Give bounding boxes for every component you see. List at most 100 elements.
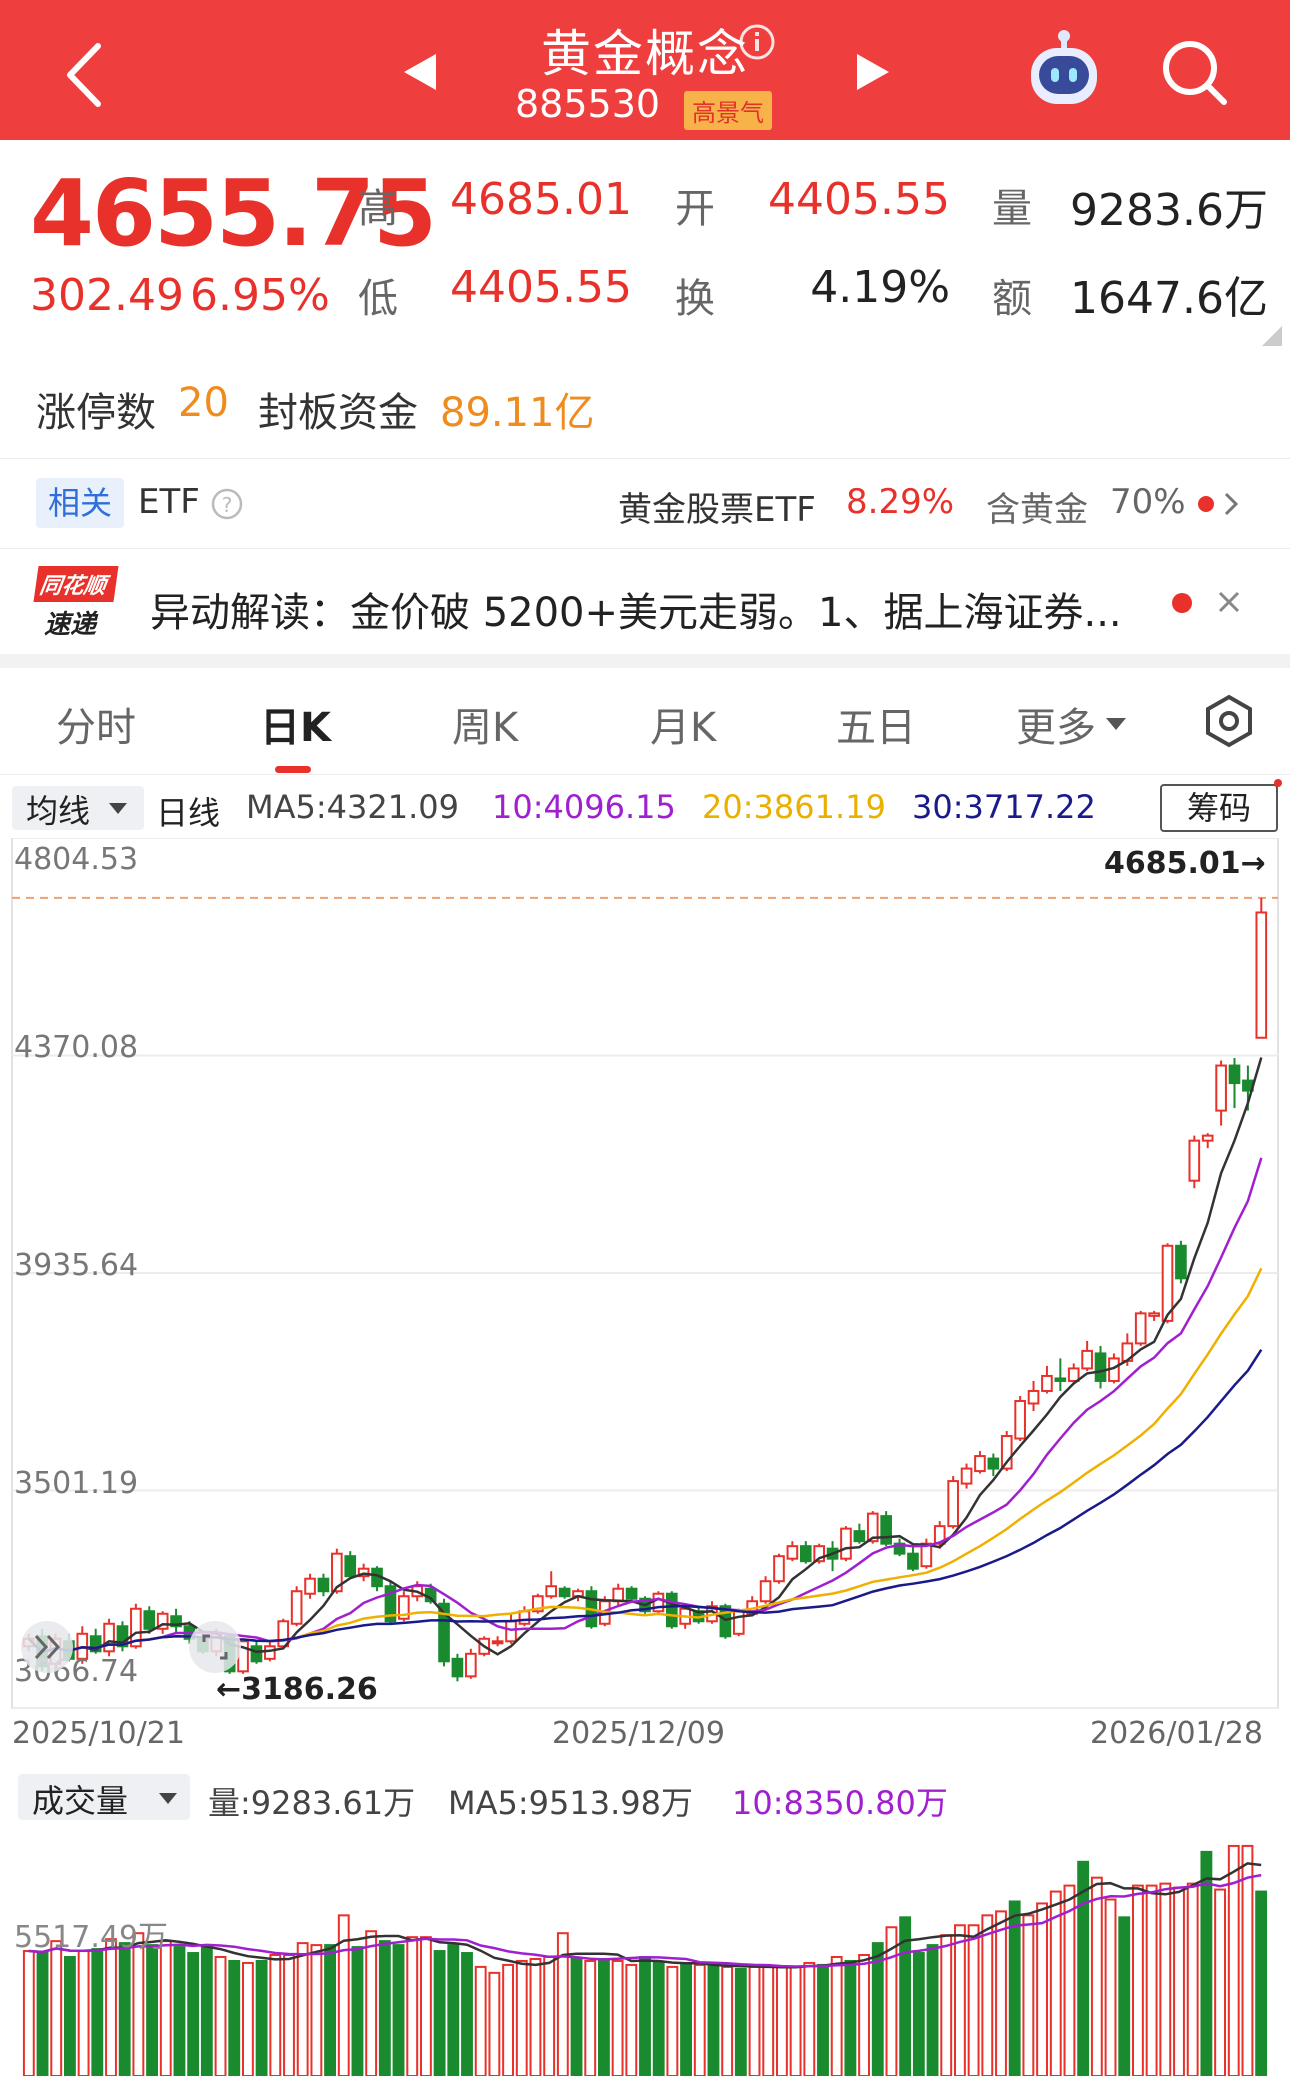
tab-five-day[interactable]: 五日	[836, 705, 916, 751]
ma5-line	[27, 1057, 1263, 1656]
back-icon[interactable]	[60, 40, 110, 110]
volume-bar-up	[1036, 1902, 1049, 2076]
news-logo: 同花顺 速递	[33, 566, 119, 642]
fullscreen-icon[interactable]	[188, 1620, 242, 1674]
volume-bar-up	[529, 1957, 542, 2076]
divider	[0, 458, 1290, 459]
candle-down	[665, 1591, 678, 1629]
volume-bar-up	[50, 1940, 63, 2076]
candle-up	[1188, 1135, 1201, 1189]
candle-up	[960, 1463, 973, 1489]
settings-icon[interactable]	[1202, 694, 1256, 748]
volume-bar-up	[1173, 1886, 1185, 2076]
volume-bar-up	[283, 1954, 295, 2076]
candle-up	[1081, 1340, 1093, 1371]
candle-up	[732, 1608, 745, 1637]
info-icon[interactable]	[737, 22, 777, 62]
volume-bar-down	[351, 1946, 364, 2076]
tab-monthly-k[interactable]: 月K	[650, 705, 717, 751]
candle-up	[465, 1648, 477, 1679]
ma-selector[interactable]: 均线	[12, 786, 144, 830]
dropdown-icon	[1106, 718, 1126, 730]
prosperity-badge: 高景气	[684, 91, 772, 130]
volume-bar-down	[146, 1944, 159, 2076]
tab-intraday[interactable]: 分时	[56, 705, 136, 751]
min-price-marker: ←3186.26	[216, 1672, 378, 1707]
next-stock-icon[interactable]	[853, 50, 893, 94]
candle-up	[545, 1571, 558, 1599]
gold-content-pct: 70%	[1110, 482, 1186, 522]
volume-bar-down	[639, 1956, 651, 2076]
notification-dot	[1274, 779, 1282, 787]
gold-content-label: 含黄金	[986, 490, 1088, 530]
dropdown-icon	[109, 803, 127, 814]
dropdown-icon	[159, 1793, 177, 1804]
volume-ma5-line	[28, 1862, 1262, 1969]
candle-up	[840, 1526, 852, 1562]
search-icon[interactable]	[1160, 38, 1230, 108]
volume-chart[interactable]	[0, 1830, 1290, 2076]
volume-bar-down	[871, 1942, 884, 2076]
candle-up	[920, 1538, 933, 1569]
candle-down	[692, 1606, 705, 1624]
prev-stock-icon[interactable]	[400, 50, 440, 94]
volume-bar-down	[447, 1944, 460, 2076]
tab-more[interactable]: 更多	[1016, 705, 1096, 751]
volume-bar-up	[666, 1965, 679, 2076]
volume-selector-label: 成交量	[32, 1782, 129, 1820]
volume-bar-up	[830, 1956, 843, 2076]
candle-down	[558, 1586, 571, 1599]
volume-bar-up	[721, 1965, 734, 2076]
candle-down	[987, 1453, 1000, 1477]
candle-up	[103, 1618, 115, 1657]
volume-bar-down	[200, 1946, 213, 2076]
chips-button[interactable]: 筹码	[1160, 784, 1278, 832]
max-price-marker: 4685.01→	[1104, 846, 1266, 881]
collapse-icon[interactable]	[20, 1620, 74, 1674]
price-change: 302.49	[30, 270, 184, 321]
volume-legend: 量:9283.61万	[208, 1784, 416, 1822]
volume-bar-down	[378, 1940, 391, 2076]
volume-selector[interactable]: 成交量	[18, 1774, 190, 1820]
volume-bar-up	[488, 1971, 501, 2076]
candle-down	[625, 1586, 638, 1602]
candle-up	[531, 1593, 544, 1614]
news-text[interactable]: 异动解读：金价破 5200+美元走弱。1、据上海证券...	[150, 590, 1122, 636]
candle-up	[759, 1576, 772, 1604]
candle-up	[947, 1476, 959, 1529]
volume-bar-down	[844, 1959, 857, 2076]
volume-bar-down	[173, 1946, 186, 2076]
corner-fold-icon	[1262, 326, 1282, 346]
help-icon[interactable]: ?	[210, 487, 244, 521]
candle-up	[156, 1611, 169, 1634]
limit-up-count: 20	[178, 380, 229, 426]
robot-assistant-icon[interactable]	[1025, 28, 1103, 112]
candle-up	[304, 1573, 316, 1599]
etf-fund-name[interactable]: 黄金股票ETF	[618, 490, 816, 530]
section-gap	[0, 654, 1290, 668]
volume-bar-up	[269, 1954, 282, 2076]
y-axis-label: 4370.08	[14, 1030, 139, 1065]
close-icon[interactable]	[1168, 588, 1248, 618]
tab-active-indicator	[275, 766, 311, 773]
chevron-right-icon[interactable]	[1196, 490, 1246, 518]
kline-chart[interactable]	[0, 838, 1290, 1718]
candle-down	[170, 1608, 182, 1634]
volume-bar-down	[187, 1952, 200, 2076]
candle-down	[451, 1653, 464, 1682]
volume-bar-up	[995, 1910, 1007, 2076]
ma-selector-label: 均线	[26, 792, 91, 830]
candle-up	[398, 1591, 410, 1622]
tab-daily-k[interactable]: 日K	[260, 705, 331, 751]
divider	[0, 548, 1290, 549]
volume-bar-down	[817, 1963, 829, 2076]
volume-bar-up	[940, 1934, 953, 2076]
tab-weekly-k[interactable]: 周K	[452, 705, 519, 751]
candle-up	[652, 1591, 665, 1614]
volume-bar-down	[324, 1944, 337, 2076]
volume-ma10-line	[28, 1873, 1262, 1968]
candle-up	[1215, 1060, 1227, 1126]
candle-down	[853, 1523, 866, 1544]
volume-bar-up	[365, 1930, 378, 2076]
candle-down	[880, 1511, 892, 1547]
